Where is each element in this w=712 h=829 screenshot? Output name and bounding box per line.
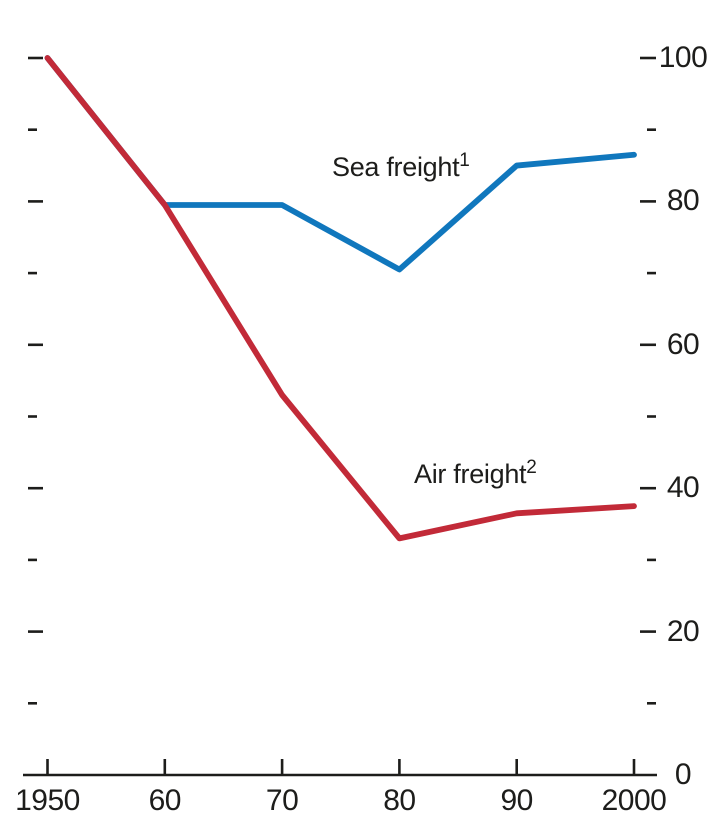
sea-freight-footnote-marker: 1 [459, 150, 470, 171]
y-tick-label: 80 [666, 184, 700, 218]
y-tick-label: 0 [674, 758, 692, 791]
y-tick-label: 20 [666, 614, 700, 648]
x-tick-label: 90 [500, 784, 534, 817]
x-tick-label: 80 [383, 784, 416, 817]
series-label-sea-freight: Sea freight1 [332, 150, 470, 182]
air-freight-label-text: Air freight [414, 459, 527, 489]
x-tick-label: 70 [265, 784, 299, 817]
series-label-air-freight: Air freight2 [414, 457, 537, 489]
sea-freight-label-text: Sea freight [332, 152, 460, 182]
air-freight-line [44, 55, 637, 542]
air-freight-footnote-marker: 2 [526, 457, 537, 478]
y-tick-label: 40 [666, 471, 700, 505]
y-tick-label: 100 [658, 41, 708, 74]
x-tick-label: 60 [148, 784, 182, 817]
x-tick-label: 1950 [15, 784, 80, 817]
x-tick-label: 2000 [601, 784, 667, 817]
y-tick-label: 60 [666, 327, 700, 361]
